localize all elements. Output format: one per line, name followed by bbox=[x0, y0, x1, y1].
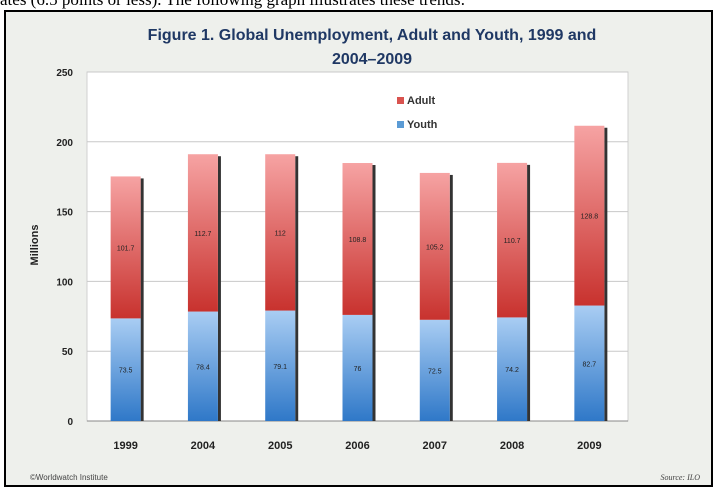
x-tick-label: 2009 bbox=[577, 440, 601, 452]
x-tick-label: 1999 bbox=[113, 440, 137, 452]
legend: Adult Youth bbox=[397, 95, 438, 131]
data-label-youth: 82.7 bbox=[583, 361, 597, 368]
bar-adult-2004 bbox=[187, 154, 218, 312]
bar-shadow bbox=[604, 127, 608, 421]
legend-label-youth: Youth bbox=[407, 119, 438, 131]
bar-adult-2005 bbox=[265, 154, 296, 311]
y-axis-label: Millions bbox=[29, 225, 41, 266]
data-label-adult: 112.7 bbox=[194, 231, 211, 238]
bar-adult-2009 bbox=[574, 125, 605, 306]
x-tick-label: 2007 bbox=[423, 440, 447, 452]
bar-youth-2008 bbox=[497, 317, 528, 421]
legend-swatch-youth bbox=[397, 121, 404, 128]
bar-adult-2007 bbox=[419, 172, 450, 320]
bar-shadow bbox=[295, 156, 299, 421]
footer-source: Source: ILO bbox=[661, 473, 701, 482]
y-tick-label: 200 bbox=[56, 138, 73, 149]
data-label-youth: 79.1 bbox=[273, 364, 287, 371]
chart-title-line-2: 2004–2009 bbox=[332, 51, 412, 68]
x-tick-label: 2005 bbox=[268, 440, 292, 452]
legend-swatch-adult bbox=[397, 97, 404, 104]
data-label-youth: 76 bbox=[354, 366, 362, 373]
bar-youth-2004 bbox=[187, 311, 218, 421]
y-tick-label: 50 bbox=[62, 347, 74, 358]
data-label-youth: 72.5 bbox=[428, 368, 442, 375]
bar-shadow bbox=[449, 174, 453, 421]
data-label-youth: 78.4 bbox=[196, 364, 210, 371]
data-label-youth: 74.2 bbox=[505, 367, 519, 374]
bar-youth-2007 bbox=[419, 319, 450, 421]
x-tick-label: 2004 bbox=[191, 440, 216, 452]
bar-shadow bbox=[217, 156, 221, 421]
bar-adult-2006 bbox=[342, 163, 373, 315]
footer-copyright: ©Worldwatch Institute bbox=[30, 473, 108, 482]
labels-group: 0 50 100 150 200 250 73.5 101.7 1999 78.4 112.7 200… bbox=[56, 68, 601, 452]
data-label-adult: 105.2 bbox=[426, 244, 444, 251]
data-label-adult: 112 bbox=[275, 230, 286, 237]
data-label-youth: 73.5 bbox=[119, 368, 133, 375]
bar-shadow bbox=[372, 165, 376, 421]
bar-shadow bbox=[527, 164, 531, 422]
chart-title-line-1: Figure 1. Global Unemployment, Adult and… bbox=[148, 27, 597, 44]
y-tick-label: 100 bbox=[56, 277, 73, 288]
legend-label-adult: Adult bbox=[407, 95, 435, 107]
bar-youth-2009 bbox=[574, 305, 605, 421]
x-tick-label: 2008 bbox=[500, 440, 524, 452]
data-label-adult: 110.7 bbox=[504, 238, 521, 245]
y-tick-label: 0 bbox=[67, 417, 73, 428]
bar-youth-2006 bbox=[342, 314, 373, 421]
x-tick-label: 2006 bbox=[345, 440, 369, 452]
bar-adult-1999 bbox=[110, 176, 141, 319]
data-label-adult: 108.8 bbox=[349, 237, 367, 244]
bar-adult-2008 bbox=[497, 162, 528, 318]
bar-youth-1999 bbox=[110, 318, 141, 421]
y-tick-label: 150 bbox=[56, 208, 73, 219]
top-paragraph-text: ates (6.5 points or less). The following… bbox=[0, 0, 719, 10]
bar-youth-2005 bbox=[265, 310, 296, 421]
data-label-adult: 101.7 bbox=[117, 245, 135, 252]
bar-shadow bbox=[140, 178, 144, 421]
bars-group bbox=[110, 125, 608, 422]
data-label-adult: 128.8 bbox=[581, 214, 599, 221]
y-tick-label: 250 bbox=[56, 68, 73, 79]
